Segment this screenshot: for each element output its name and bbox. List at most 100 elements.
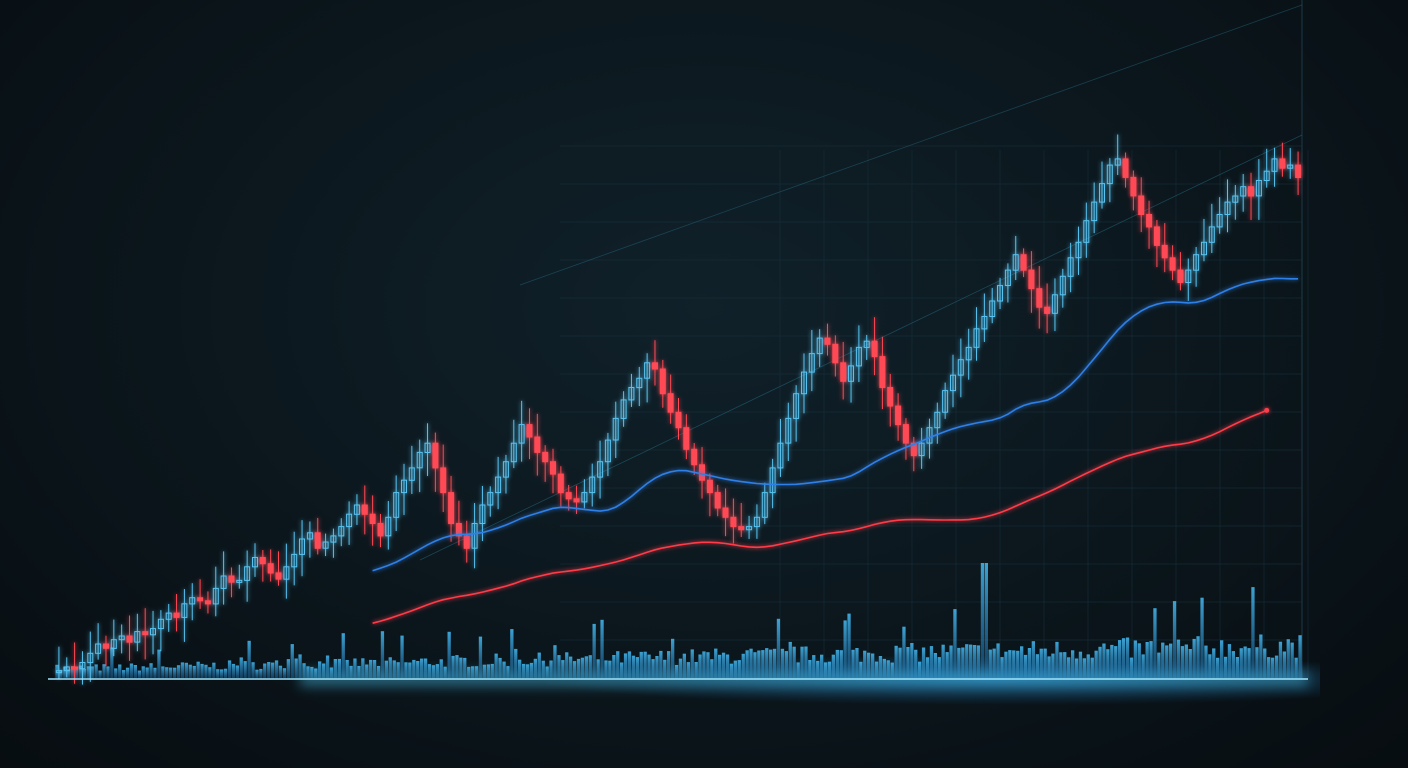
candle-down: [534, 436, 541, 453]
candle-up: [408, 467, 415, 481]
volume-bar: [1102, 643, 1106, 678]
moving-averages: [372, 277, 1299, 624]
volume-bar: [1180, 646, 1185, 678]
candle-up: [1004, 269, 1011, 287]
candle-up: [1255, 180, 1262, 197]
candle-down: [259, 557, 266, 565]
volume-bar: [212, 662, 216, 678]
volume-bar: [137, 670, 141, 678]
volume-bar: [929, 646, 934, 678]
volume-bar: [1114, 646, 1118, 678]
volume-bar: [761, 650, 765, 678]
volume-bar: [1031, 641, 1035, 678]
candle-up: [1106, 164, 1113, 185]
candle-up: [424, 442, 431, 454]
volume-bar: [737, 660, 741, 678]
volume-bar: [325, 655, 330, 678]
volume-bar: [890, 662, 894, 678]
volume-bar: [1263, 648, 1267, 678]
volume-bar: [584, 656, 588, 678]
volume-bar: [796, 662, 800, 678]
volume-bar: [612, 655, 616, 678]
volume-bar: [549, 660, 553, 678]
candle-down: [173, 612, 180, 618]
volume-bar: [1129, 657, 1134, 678]
candle-up: [855, 346, 862, 367]
volume-bar: [157, 649, 161, 678]
volume-bar: [1090, 657, 1094, 678]
volume-bar: [1247, 648, 1251, 678]
volume-bar: [180, 662, 185, 678]
volume-bar: [1035, 654, 1039, 678]
volume-bar: [992, 648, 996, 678]
candle-down: [1248, 186, 1254, 197]
volume-bar: [1216, 657, 1220, 678]
volume-bar: [882, 658, 886, 678]
volume-bar: [478, 636, 483, 678]
candle-up: [1059, 275, 1066, 296]
volume-bar: [298, 654, 302, 678]
volume-bar: [1137, 643, 1141, 678]
volume-bar: [78, 665, 83, 678]
volume-bar: [404, 662, 408, 678]
candle-down: [683, 427, 690, 450]
volume-bar: [647, 654, 651, 678]
candle-down: [463, 535, 470, 549]
volume-bar: [282, 668, 287, 678]
volume-bar: [996, 643, 1000, 678]
candle-up: [471, 523, 478, 549]
volume-bar: [663, 659, 667, 678]
candle-down: [879, 356, 886, 389]
candle-down: [895, 405, 902, 426]
volume-bar: [976, 645, 981, 678]
volume-bar: [804, 646, 808, 678]
volume-bar: [494, 653, 498, 678]
volume-bar: [921, 647, 926, 678]
volume-bar: [557, 655, 561, 678]
moving-average-fast: [372, 277, 1299, 572]
candle-up: [1083, 220, 1090, 243]
volume-bar: [1141, 654, 1145, 678]
candle-up: [918, 442, 925, 457]
volume-bar: [620, 662, 624, 678]
volume-bar: [1055, 641, 1059, 678]
candle-down: [887, 387, 894, 407]
volume-bar: [396, 662, 400, 678]
volume-bar: [1208, 654, 1212, 678]
candle-up: [118, 635, 125, 641]
volume-bar: [1274, 655, 1279, 678]
volume-bar: [706, 652, 710, 678]
volume-bar: [1184, 644, 1188, 678]
volume-bar: [267, 662, 271, 678]
volume-bar: [674, 665, 679, 678]
volume-bar: [1294, 657, 1298, 678]
volume-bar: [161, 666, 165, 678]
candle-up: [808, 353, 815, 373]
volume-bar: [1227, 644, 1232, 678]
volume-bar: [333, 659, 337, 678]
volume-bar: [427, 664, 432, 678]
volume-bar: [1243, 646, 1247, 678]
candle-down: [1020, 254, 1027, 271]
volume-bar: [1043, 648, 1047, 678]
candle-down: [652, 362, 658, 370]
candle-down: [361, 504, 368, 515]
volume-bar: [1023, 654, 1028, 678]
volume-bar: [1039, 648, 1043, 678]
volume-bar: [894, 645, 898, 678]
volume-bar: [823, 662, 828, 678]
volume-bar: [510, 629, 514, 678]
volume-bar: [529, 662, 534, 678]
volume-bar: [82, 668, 87, 678]
candle-up: [612, 417, 619, 441]
candle-down: [1177, 269, 1184, 284]
candle-down: [1130, 176, 1137, 197]
volume-bar: [965, 644, 969, 678]
volume-bar: [533, 658, 537, 678]
volume-bar: [380, 631, 385, 678]
volume-bar: [1161, 642, 1165, 678]
candle-down: [871, 340, 878, 358]
volume-bar: [784, 651, 788, 678]
volume-bar: [659, 650, 663, 678]
candle-up: [989, 300, 996, 317]
